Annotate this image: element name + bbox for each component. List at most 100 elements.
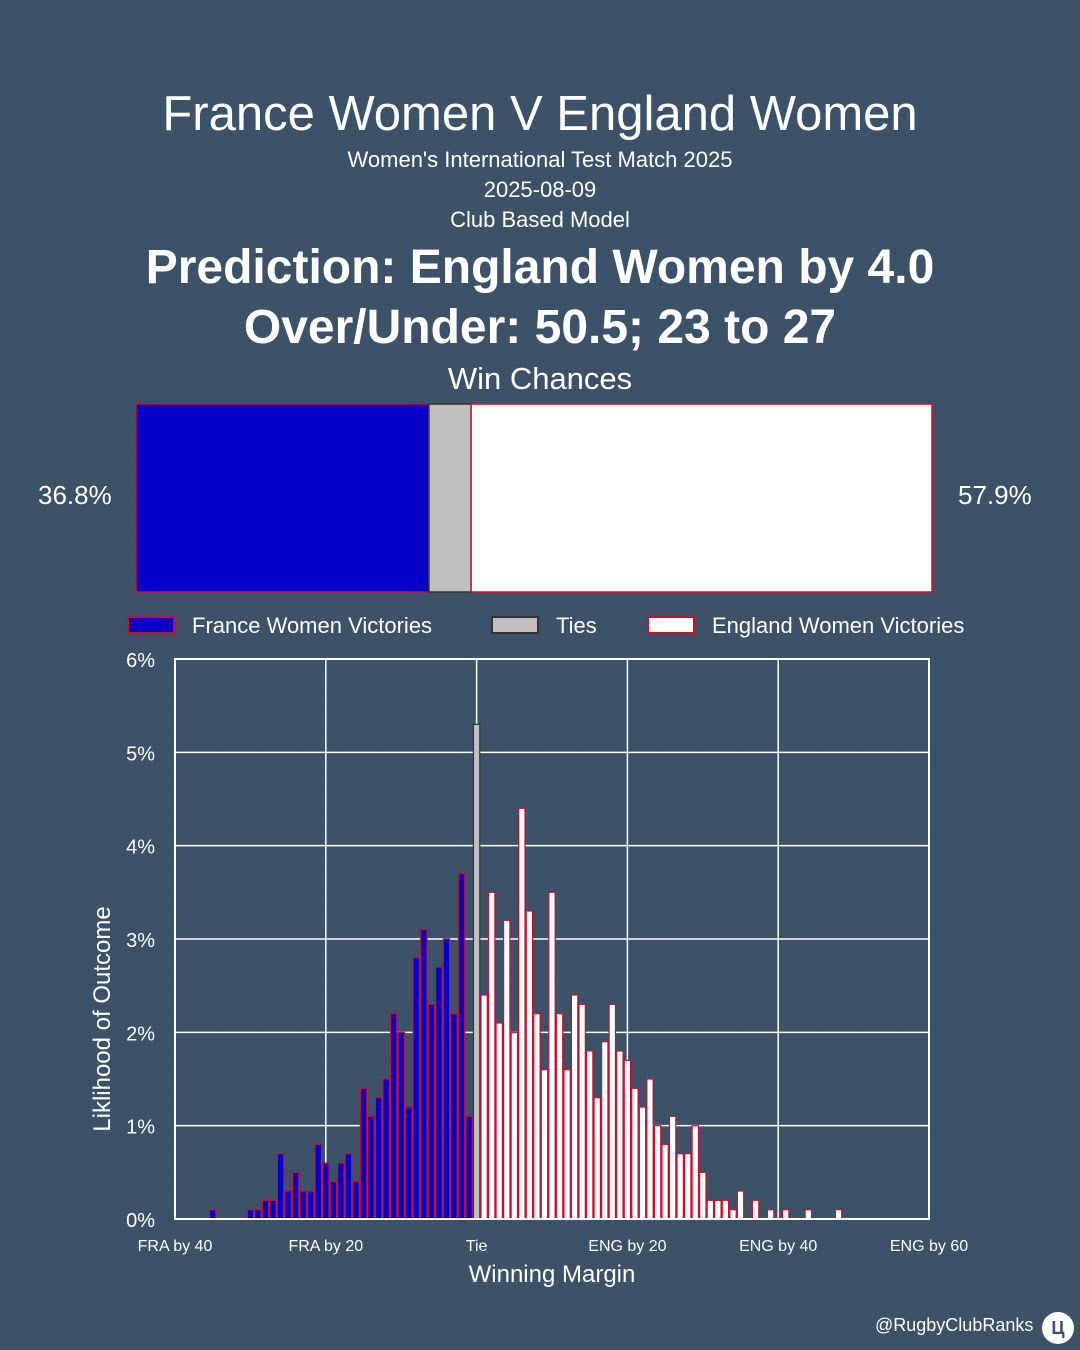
france-bar <box>254 1209 262 1220</box>
england-bar <box>668 1115 677 1220</box>
y-tick-label: 4% <box>126 837 155 859</box>
france-bar <box>359 1087 368 1220</box>
england-bar <box>540 1069 549 1220</box>
england-bar <box>533 1013 541 1220</box>
france-bar <box>427 1003 436 1220</box>
france-bar <box>352 1181 360 1220</box>
x-tick-label: FRA by 20 <box>288 1238 363 1255</box>
tie-segment <box>428 403 472 593</box>
france-bar <box>329 1181 338 1220</box>
france-bar <box>276 1153 285 1220</box>
england-bar <box>548 891 556 1220</box>
england-bar <box>804 1209 813 1220</box>
england-bar <box>706 1199 715 1220</box>
england-bar <box>518 807 526 1220</box>
england-bar <box>736 1190 745 1220</box>
france-bar <box>412 957 421 1220</box>
england-bar <box>555 1013 564 1220</box>
france-bar <box>450 1013 458 1220</box>
y-axis-label: Liklihood of Outcome <box>89 906 116 1131</box>
x-tick-label: FRA by 40 <box>138 1238 213 1255</box>
x-tick-label: Tie <box>466 1238 488 1255</box>
france-bar <box>389 1013 398 1220</box>
plot-frame <box>174 658 930 1220</box>
over-under-headline: Over/Under: 50.5; 23 to 27 <box>243 301 837 354</box>
france-bar <box>382 1078 390 1220</box>
chart-ticks: FRA by 40 FRA by 20 Tie ENG by 20 ENG by 40 E… <box>126 650 968 1255</box>
england-bar <box>683 1153 692 1220</box>
england-bar <box>638 1106 647 1220</box>
legend-swatch-england <box>647 616 695 634</box>
y-tick-label: 2% <box>126 1023 155 1045</box>
france-bar <box>269 1199 277 1220</box>
match-date: 2025-08-09 <box>483 177 597 202</box>
england-bar <box>502 919 511 1220</box>
margin-histogram: FRA by 40 FRA by 20 Tie ENG by 20 ENG by 40 E… <box>89 650 968 1288</box>
x-tick-label: ENG by 60 <box>890 1238 968 1255</box>
england-bar <box>593 1097 602 1220</box>
page-title: France Women V England Women <box>162 87 918 141</box>
y-tick-label: 5% <box>126 743 155 765</box>
y-tick-label: 1% <box>126 1117 155 1139</box>
england-bar <box>487 891 496 1220</box>
england-bar <box>781 1209 790 1220</box>
england-bar <box>495 1022 503 1220</box>
england-bar <box>676 1153 684 1220</box>
france-bar <box>261 1199 270 1220</box>
england-bar <box>585 1050 594 1220</box>
england-bar <box>653 1125 662 1220</box>
england-win-pct: 57.9% <box>958 480 1032 510</box>
win-chances-bar <box>135 403 933 593</box>
france-bar <box>314 1143 323 1220</box>
france-bar <box>344 1153 353 1220</box>
england-bar <box>608 1003 617 1220</box>
france-bar <box>374 1097 383 1220</box>
england-bar <box>480 994 488 1220</box>
france-bar <box>291 1171 300 1220</box>
watermark-handle: @RugbyClubRanks <box>875 1315 1034 1335</box>
x-tick-label: ENG by 40 <box>739 1238 817 1255</box>
england-bar <box>623 1059 632 1220</box>
france-bar <box>367 1115 375 1220</box>
france-bar <box>322 1162 330 1220</box>
england-bar <box>766 1209 775 1220</box>
france-bar <box>435 966 443 1220</box>
france-bar <box>420 929 428 1220</box>
france-bar <box>284 1190 292 1220</box>
england-bar <box>631 1087 639 1220</box>
france-bar <box>299 1190 307 1220</box>
england-bar <box>525 910 534 1220</box>
x-tick-label: ENG by 20 <box>588 1238 666 1255</box>
rugby-posts-logo-icon: Ц <box>1042 1312 1074 1344</box>
england-bar <box>601 1041 609 1220</box>
england-bar <box>699 1171 707 1220</box>
competition-subtitle: Women's International Test Match 2025 <box>347 147 733 172</box>
legend-label-ties: Ties <box>556 613 597 638</box>
model-name: Club Based Model <box>450 207 630 232</box>
england-bar <box>729 1209 737 1220</box>
chart-bars <box>208 723 843 1220</box>
france-bar <box>337 1162 345 1220</box>
england-bar <box>714 1199 722 1220</box>
england-bar <box>510 1031 519 1220</box>
england-bar <box>834 1209 843 1220</box>
legend-label-england: England Women Victories <box>712 613 964 638</box>
legend-label-france: France Women Victories <box>192 613 432 638</box>
france-bar <box>306 1190 315 1220</box>
x-axis-label: Winning Margin <box>469 1261 636 1288</box>
england-bar <box>721 1199 730 1220</box>
france-bar <box>442 938 451 1220</box>
england-bar <box>616 1050 624 1220</box>
legend: France Women Victories Ties England Wome… <box>127 613 964 638</box>
england-bar <box>691 1125 700 1220</box>
france-bar <box>208 1209 217 1220</box>
england-win-segment <box>470 403 933 593</box>
tie-bar <box>472 723 481 1220</box>
england-bar <box>570 994 579 1220</box>
legend-swatch-ties <box>491 616 539 634</box>
france-win-pct: 36.8% <box>38 480 112 510</box>
france-bar <box>404 1106 413 1220</box>
win-chances-title: Win Chances <box>447 361 633 396</box>
france-bar <box>246 1209 255 1220</box>
france-win-segment <box>135 403 430 593</box>
